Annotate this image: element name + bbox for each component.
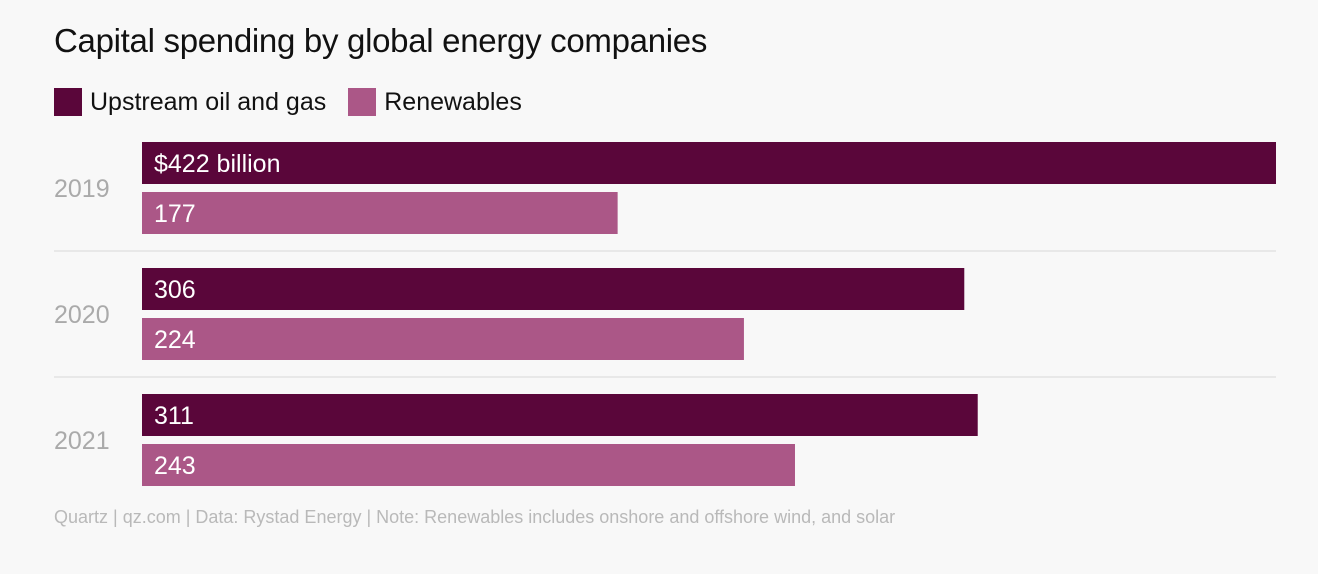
bar-value-label: $422 billion	[154, 150, 281, 178]
chart-title: Capital spending by global energy compan…	[54, 22, 708, 59]
bar-value-label: 243	[154, 452, 196, 480]
legend-label-upstream: Upstream oil and gas	[90, 87, 327, 116]
bar	[142, 444, 795, 486]
bar	[142, 192, 618, 234]
category-label: 2020	[54, 301, 110, 329]
bar	[142, 268, 965, 310]
bar-value-label: 311	[154, 402, 194, 430]
legend-item-renewables: Renewables	[348, 88, 522, 117]
category-label: 2021	[54, 427, 110, 455]
legend-swatch-renewables	[348, 88, 377, 116]
category-label: 2019	[54, 175, 110, 203]
legend-swatch-upstream	[54, 88, 82, 116]
bar	[142, 394, 978, 436]
bar-value-label: 306	[154, 276, 196, 304]
source-note: Quartz | qz.com | Data: Rystad Energy | …	[54, 507, 896, 527]
bar-value-label: 177	[154, 200, 196, 228]
legend-item-upstream: Upstream oil and gas	[54, 88, 326, 117]
bar	[142, 318, 744, 360]
legend: Upstream oil and gas Renewables	[54, 86, 544, 118]
bar	[142, 142, 1276, 184]
bar-value-label: 224	[154, 326, 196, 354]
legend-label-renewables: Renewables	[384, 87, 522, 116]
